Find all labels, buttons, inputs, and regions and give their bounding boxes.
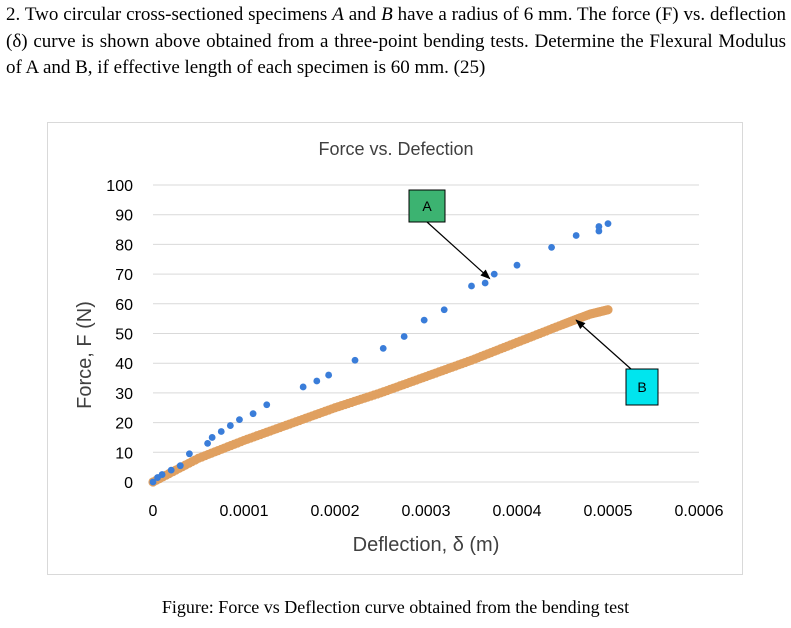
y-tick-label: 50: [115, 327, 133, 344]
series-a-point: [379, 344, 387, 352]
annotation-box-a: [408, 189, 446, 223]
annotation-box-b: [625, 368, 659, 406]
series-a-point: [263, 401, 271, 409]
y-tick-label: 80: [115, 237, 133, 254]
series-a-point: [325, 371, 333, 379]
series-a-point: [208, 434, 216, 441]
chart-title: Force vs. Defection: [318, 139, 473, 159]
annotation-arrow-a: [426, 221, 491, 280]
annotation-arrow-b: [575, 319, 632, 370]
grid-lines: [153, 184, 699, 483]
y-tick-label: 30: [115, 386, 133, 403]
series-a-point: [513, 261, 521, 269]
figure-caption: Figure: Force vs Deflection curve obtain…: [161, 597, 630, 617]
series-b-point: [603, 305, 613, 315]
series-a-point: [186, 450, 193, 458]
question-and: and: [348, 4, 377, 25]
series-a-point: [595, 223, 603, 230]
question-number: 2.: [6, 4, 21, 25]
x-tick-label: 0.0005: [584, 503, 633, 520]
series-a-point: [490, 270, 498, 278]
y-tick-label: 0: [124, 475, 133, 492]
y-tick-label: 90: [115, 208, 133, 225]
question-part2: have a radius of 6 mm. The force (F) vs.…: [6, 4, 786, 78]
series-a-point: [604, 220, 612, 228]
series-a-point: [572, 232, 580, 239]
x-axis-title: Deflection, δ (m): [353, 534, 500, 556]
series-a-point: [158, 471, 166, 478]
annotation-label-b: B: [637, 379, 646, 395]
series-a-point: [217, 428, 225, 435]
x-tick-label: 0.0006: [675, 503, 724, 520]
x-tick-label: 0.0003: [402, 503, 451, 520]
series-a-point: [176, 462, 184, 470]
series-a: [149, 220, 612, 486]
y-tick-label: 40: [115, 356, 133, 373]
chart-frame: 0 10 20 30 40 50 60 70 80 90 100 0 0.0001 0.0002 0.000…: [47, 122, 743, 575]
y-axis-title: Force, F (N): [74, 301, 96, 409]
annotation-label-a: A: [422, 198, 432, 214]
series-a-point: [313, 377, 321, 385]
question-part1: Two circular cross-sectioned specimens: [24, 4, 328, 25]
series-a-point: [204, 439, 212, 447]
question-text: 2. Two circular cross-sectioned specimen…: [6, 2, 786, 82]
series-a-point: [548, 243, 555, 251]
x-tick-label: 0.0004: [493, 503, 542, 520]
y-tick-label: 100: [106, 178, 133, 195]
series-a-point: [420, 316, 428, 324]
series-a-point: [481, 279, 489, 287]
y-tick-label: 70: [115, 267, 133, 284]
series-a-point: [149, 478, 157, 486]
series-a-point: [167, 466, 175, 474]
series-a-point: [236, 416, 243, 424]
y-tick-label: 20: [115, 416, 133, 433]
series-a-point: [468, 282, 475, 290]
series-a-point: [440, 306, 448, 314]
y-tick-label: 10: [115, 445, 133, 462]
force-deflection-chart: 0 10 20 30 40 50 60 70 80 90 100 0 0.0001 0.0002 0.000…: [74, 139, 724, 556]
series-a-point: [249, 410, 257, 418]
series-a-point: [400, 333, 408, 340]
series-a-point: [351, 356, 359, 364]
annotations: AB: [408, 189, 659, 406]
series-b: [148, 305, 613, 487]
y-tick-label: 60: [115, 297, 133, 314]
x-tick-label: 0.0002: [311, 503, 360, 520]
specimen-b: B: [381, 4, 393, 25]
x-tick-label: 0.0001: [220, 503, 269, 520]
series-a-point: [226, 422, 234, 429]
x-tick-label: 0: [149, 503, 158, 520]
axis-tick-labels: 0 10 20 30 40 50 60 70 80 90 100 0 0.0001 0.0002 0.000…: [106, 178, 723, 520]
series-a-point: [299, 383, 307, 391]
specimen-a: A: [332, 4, 344, 25]
